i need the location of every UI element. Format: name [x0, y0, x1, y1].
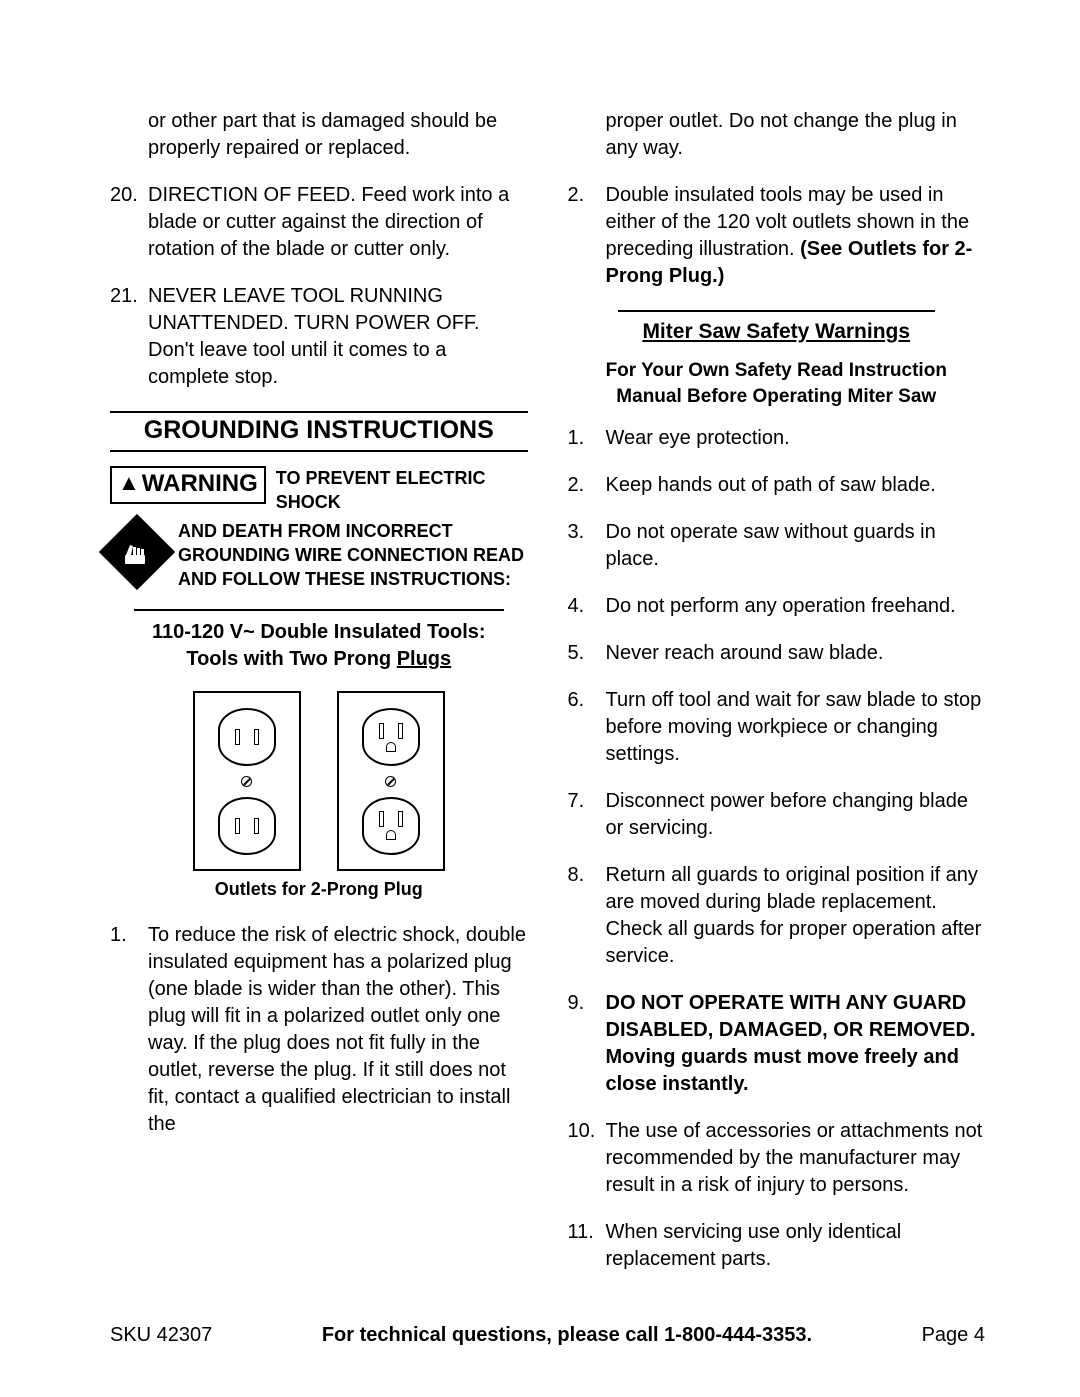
item-number: 4.: [568, 593, 606, 620]
item-number: 20.: [110, 182, 148, 263]
item-number: 10.: [568, 1118, 606, 1199]
item-text: Never reach around saw blade.: [606, 640, 986, 667]
warning-text-bottom: AND DEATH FROM INCORRECT GROUNDING WIRE …: [178, 519, 528, 592]
item-text: To reduce the risk of electric shock, do…: [148, 922, 528, 1138]
item-text: DO NOT OPERATE WITH ANY GUARD DISABLED, …: [606, 990, 986, 1098]
item-text: DIRECTION OF FEED. Feed work into a blad…: [148, 182, 528, 263]
footer-phone: For technical questions, please call 1-8…: [322, 1324, 812, 1347]
list-item: 4.Do not perform any operation freehand.: [568, 593, 986, 620]
item-text: NEVER LEAVE TOOL RUNNING UNATTENDED. TUR…: [148, 283, 528, 391]
grounding-title: GROUNDING INSTRUCTIONS: [110, 411, 528, 452]
list-item: 10.The use of accessories or attachments…: [568, 1118, 986, 1199]
receptacle-icon: [362, 708, 420, 766]
list-item: 1. To reduce the risk of electric shock,…: [110, 922, 528, 1138]
item-number: 8.: [568, 862, 606, 970]
list-item: 7.Disconnect power before changing blade…: [568, 788, 986, 842]
right-continuation: proper outlet. Do not change the plug in…: [606, 108, 986, 162]
footer-sku: SKU 42307: [110, 1324, 212, 1347]
content-columns: or other part that is damaged should be …: [110, 108, 985, 1293]
list-item: 3.Do not operate saw without guards in p…: [568, 519, 986, 573]
item-number: 6.: [568, 687, 606, 768]
item-number: 1.: [110, 922, 148, 1138]
double-insulated-title: 110-120 V~ Double Insulated Tools: Tools…: [134, 609, 504, 673]
warning-label-box: ▲WARNING: [110, 466, 266, 504]
warning-block: ▲WARNING TO PREVENT ELECTRIC SHOCK AND D…: [110, 466, 528, 591]
list-item: 9.DO NOT OPERATE WITH ANY GUARD DISABLED…: [568, 990, 986, 1098]
list-item: 11.When servicing use only identical rep…: [568, 1219, 986, 1273]
list-item: 5.Never reach around saw blade.: [568, 640, 986, 667]
item-number: 2.: [568, 472, 606, 499]
list-item: 20. DIRECTION OF FEED. Feed work into a …: [110, 182, 528, 263]
receptacle-icon: [218, 797, 276, 855]
item-number: 11.: [568, 1219, 606, 1273]
item-text: Turn off tool and wait for saw blade to …: [606, 687, 986, 768]
warning-label: WARNING: [142, 470, 258, 498]
list-item: 21. NEVER LEAVE TOOL RUNNING UNATTENDED.…: [110, 283, 528, 391]
warning-triangle-icon: ▲: [118, 472, 140, 494]
item-number: 7.: [568, 788, 606, 842]
outlet-diagram: [110, 691, 528, 871]
receptacle-icon: [218, 708, 276, 766]
outlet-caption: Outlets for 2-Prong Plug: [110, 879, 528, 900]
item-text: Return all guards to original position i…: [606, 862, 986, 970]
miter-saw-title: Miter Saw Safety Warnings: [618, 310, 936, 344]
item-text: Disconnect power before changing blade o…: [606, 788, 986, 842]
item-number: 9.: [568, 990, 606, 1098]
miter-saw-subheading: For Your Own Safety Read Instruction Man…: [576, 358, 978, 409]
left-continuation: or other part that is damaged should be …: [148, 108, 528, 162]
item-number: 5.: [568, 640, 606, 667]
item-text: The use of accessories or attachments no…: [606, 1118, 986, 1199]
list-item: 6.Turn off tool and wait for saw blade t…: [568, 687, 986, 768]
item-text: Wear eye protection.: [606, 425, 986, 452]
item-number: 3.: [568, 519, 606, 573]
list-item: 2. Double insulated tools may be used in…: [568, 182, 986, 290]
screw-icon: [385, 776, 396, 787]
item-number: 1.: [568, 425, 606, 452]
item-text: Do not perform any operation freehand.: [606, 593, 986, 620]
item-text: Keep hands out of path of saw blade.: [606, 472, 986, 499]
right-column: proper outlet. Do not change the plug in…: [568, 108, 986, 1293]
item-text: Double insulated tools may be used in ei…: [606, 182, 986, 290]
item-text: Do not operate saw without guards in pla…: [606, 519, 986, 573]
item-number: 2.: [568, 182, 606, 290]
receptacle-icon: [362, 797, 420, 855]
item-number: 21.: [110, 283, 148, 391]
list-item: 8.Return all guards to original position…: [568, 862, 986, 970]
outlet-plate-3prong: [337, 691, 445, 871]
footer-page: Page 4: [922, 1324, 985, 1347]
list-item: 1.Wear eye protection.: [568, 425, 986, 452]
page-footer: SKU 42307 For technical questions, pleas…: [110, 1324, 985, 1347]
outlet-plate-2prong: [193, 691, 301, 871]
list-item: 2.Keep hands out of path of saw blade.: [568, 472, 986, 499]
warning-text-top: TO PREVENT ELECTRIC SHOCK: [276, 466, 528, 515]
item-text: When servicing use only identical replac…: [606, 1219, 986, 1273]
manual-hand-icon: [99, 513, 175, 589]
left-column: or other part that is damaged should be …: [110, 108, 528, 1293]
screw-icon: [241, 776, 252, 787]
